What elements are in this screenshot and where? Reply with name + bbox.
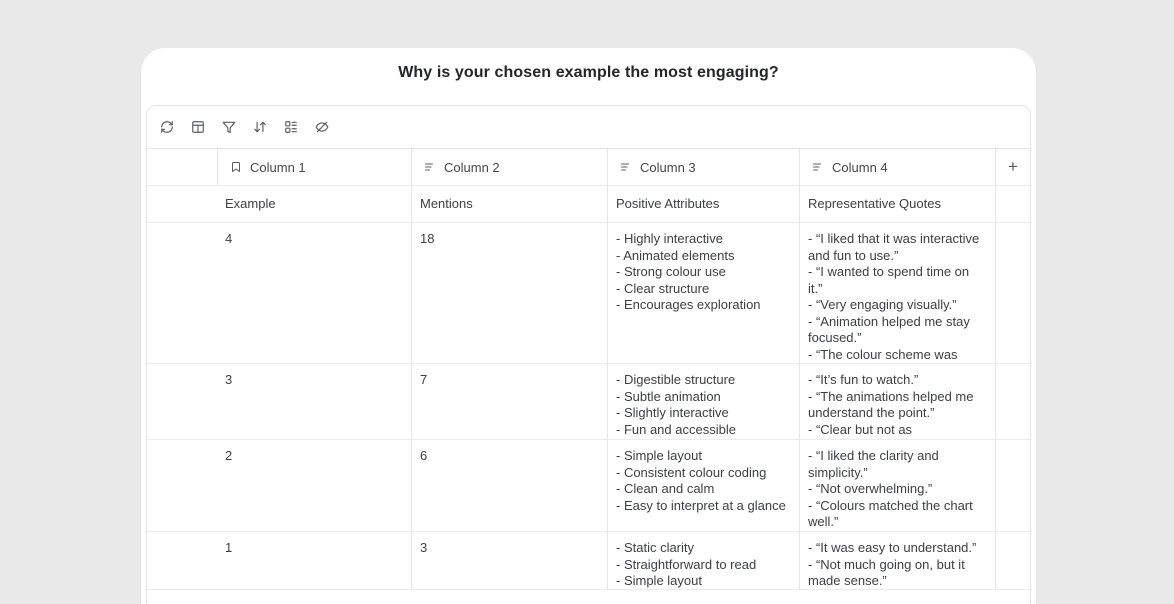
row-gutter[interactable] bbox=[147, 440, 217, 531]
cell-example[interactable]: 2 bbox=[225, 448, 233, 463]
row-gutter[interactable] bbox=[147, 532, 217, 589]
hide-fields-icon bbox=[315, 121, 329, 133]
empty-cell bbox=[995, 223, 1030, 363]
row-gutter[interactable] bbox=[147, 186, 217, 222]
results-table: Column 1 Column 2 Column 3 bbox=[147, 149, 1030, 604]
question-title: Why is your chosen example the most enga… bbox=[398, 64, 779, 81]
field-label-row: Example Mentions Positive Attributes Rep… bbox=[147, 186, 1030, 223]
column-header-label: Column 2 bbox=[444, 159, 500, 175]
cell-representative-quotes[interactable]: - “It’s fun to watch.” - “The animations… bbox=[799, 364, 995, 439]
cell-positive-attributes[interactable]: - Static clarity - Straightforward to re… bbox=[607, 532, 799, 589]
field-label-cell[interactable]: Mentions bbox=[411, 186, 607, 222]
cell-mentions[interactable]: 18 bbox=[411, 223, 607, 363]
column-header-label: Column 1 bbox=[250, 159, 306, 175]
sort-icon bbox=[254, 121, 266, 133]
field-label-cell[interactable]: Positive Attributes bbox=[607, 186, 799, 222]
align-left-icon bbox=[621, 163, 629, 171]
cell-mentions[interactable]: 3 bbox=[411, 532, 607, 589]
cell-representative-quotes[interactable]: - “It was easy to understand.” - “Not mu… bbox=[799, 532, 995, 589]
sort-button[interactable] bbox=[253, 120, 267, 134]
table-panel: Column 1 Column 2 Column 3 bbox=[146, 105, 1031, 604]
column-header-4[interactable]: Column 4 bbox=[799, 149, 995, 185]
table-row: 1 3 - Static clarity - Straightforward t… bbox=[147, 532, 1030, 590]
empty-cell bbox=[995, 186, 1030, 222]
cell-representative-quotes[interactable]: - “I liked the clarity and simplicity.” … bbox=[799, 440, 995, 531]
cell-mentions[interactable]: 7 bbox=[411, 364, 607, 439]
column-header-1[interactable]: Column 1 bbox=[217, 149, 411, 185]
align-left-icon bbox=[425, 163, 433, 171]
cell-representative-quotes[interactable]: - “I liked that it was interactive and f… bbox=[799, 223, 995, 363]
hide-fields-button[interactable] bbox=[315, 120, 329, 134]
table-toolbar bbox=[147, 106, 1030, 149]
gutter-header-cell bbox=[147, 149, 217, 185]
row-gutter[interactable] bbox=[147, 223, 217, 363]
cell-example[interactable]: 4 bbox=[225, 231, 233, 246]
empty-cell bbox=[995, 532, 1030, 589]
filter-button[interactable] bbox=[222, 120, 236, 134]
column-header-3[interactable]: Column 3 bbox=[607, 149, 799, 185]
cell-example[interactable]: 1 bbox=[225, 540, 233, 555]
results-card: Why is your chosen example the most enga… bbox=[141, 48, 1036, 604]
table-row: 2 6 - Simple layout - Consistent colour … bbox=[147, 440, 1030, 532]
table-layout-button[interactable] bbox=[191, 120, 205, 134]
column-header-label: Column 4 bbox=[832, 159, 888, 175]
table-header-row: Column 1 Column 2 Column 3 bbox=[147, 149, 1030, 186]
table-layout-icon bbox=[192, 121, 204, 133]
empty-cell bbox=[995, 364, 1030, 439]
refresh-icon bbox=[161, 121, 173, 133]
cell-positive-attributes[interactable]: - Highly interactive - Animated elements… bbox=[607, 223, 799, 363]
cell-mentions[interactable]: 6 bbox=[411, 440, 607, 531]
row-groups-button[interactable] bbox=[284, 120, 298, 134]
column-header-label: Column 3 bbox=[640, 159, 696, 175]
cell-example[interactable]: 3 bbox=[225, 372, 233, 387]
row-groups-icon bbox=[285, 121, 297, 133]
cell-positive-attributes[interactable]: - Simple layout - Consistent colour codi… bbox=[607, 440, 799, 531]
refresh-button[interactable] bbox=[160, 120, 174, 134]
add-column-button[interactable]: + bbox=[995, 149, 1030, 185]
table-row: 4 18 - Highly interactive - Animated ele… bbox=[147, 223, 1030, 364]
table-row: 3 7 - Digestible structure - Subtle anim… bbox=[147, 364, 1030, 440]
bookmark-icon bbox=[232, 162, 240, 172]
empty-cell bbox=[995, 440, 1030, 531]
filter-icon bbox=[222, 121, 236, 134]
empty-table-footer bbox=[147, 590, 1030, 604]
field-label-cell[interactable]: Example bbox=[225, 195, 276, 211]
field-label-cell[interactable]: Representative Quotes bbox=[799, 186, 995, 222]
align-left-icon bbox=[813, 163, 821, 171]
row-gutter[interactable] bbox=[147, 364, 217, 439]
column-header-2[interactable]: Column 2 bbox=[411, 149, 607, 185]
cell-positive-attributes[interactable]: - Digestible structure - Subtle animatio… bbox=[607, 364, 799, 439]
